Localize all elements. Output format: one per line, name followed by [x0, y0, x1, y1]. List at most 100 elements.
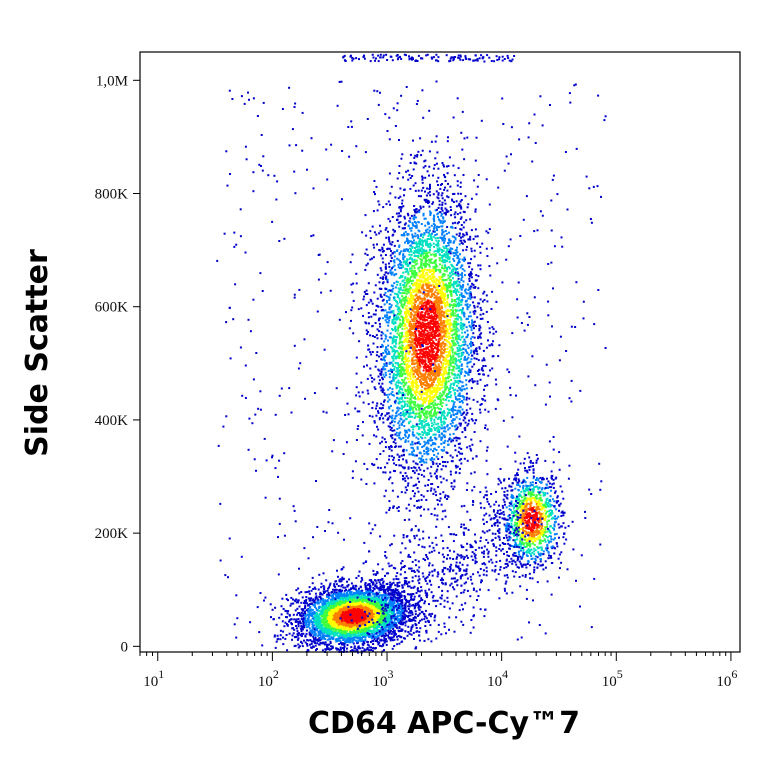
- scatter-point: [371, 640, 374, 643]
- scatter-point: [383, 621, 385, 624]
- scatter-point: [352, 611, 355, 614]
- scatter-point: [464, 343, 467, 346]
- scatter-point: [414, 613, 417, 616]
- scatter-point: [335, 647, 338, 650]
- scatter-point: [458, 442, 461, 445]
- scatter-point: [319, 599, 322, 602]
- scatter-point: [332, 618, 335, 621]
- scatter-point: [343, 637, 346, 640]
- scatter-point: [457, 443, 460, 445]
- scatter-point: [368, 649, 371, 652]
- scatter-point: [349, 592, 352, 595]
- scatter-point: [393, 591, 396, 594]
- scatter-point: [405, 599, 408, 602]
- scatter-point: [382, 611, 385, 614]
- scatter-point: [333, 590, 336, 593]
- scatter-point: [319, 613, 322, 616]
- scatter-point: [314, 632, 317, 635]
- scatter-point: [327, 634, 330, 636]
- scatter-point: [421, 433, 424, 436]
- scatter-point: [304, 614, 307, 617]
- scatter-point: [374, 624, 376, 627]
- scatter-point: [372, 631, 375, 634]
- scatter-point: [473, 431, 476, 433]
- scatter-point: [269, 603, 272, 606]
- scatter-point: [341, 642, 344, 645]
- scatter-point: [312, 637, 315, 640]
- scatter-point: [306, 639, 309, 641]
- scatter-point: [346, 626, 348, 629]
- scatter-point: [352, 633, 355, 636]
- scatter-point: [412, 309, 415, 312]
- scatter-point: [350, 591, 353, 594]
- scatter-point: [415, 314, 418, 317]
- scatter-point: [360, 577, 363, 579]
- scatter-point: [311, 603, 314, 606]
- scatter-point: [337, 623, 340, 626]
- scatter-point: [349, 622, 352, 624]
- scatter-point: [330, 626, 332, 629]
- scatter-point: [311, 613, 314, 616]
- scatter-point: [414, 263, 417, 266]
- scatter-point: [423, 613, 425, 616]
- scatter-point: [372, 615, 375, 618]
- scatter-point: [300, 614, 303, 617]
- scatter-point: [407, 625, 410, 628]
- scatter-point: [465, 336, 468, 339]
- scatter-point: [314, 596, 317, 599]
- scatter-point: [401, 598, 404, 601]
- scatter-point: [349, 623, 351, 626]
- scatter-point: [427, 347, 429, 350]
- scatter-point: [375, 611, 378, 614]
- scatter-point: [300, 601, 303, 604]
- scatter-point: [339, 596, 342, 599]
- scatter-point: [471, 443, 474, 446]
- scatter-point: [323, 612, 326, 615]
- scatter-point: [394, 622, 397, 624]
- scatter-point: [326, 593, 329, 596]
- scatter-point: [464, 429, 467, 432]
- scatter-point: [337, 612, 340, 614]
- scatter-point: [345, 636, 348, 639]
- scatter-point: [361, 621, 364, 624]
- scatter-point: [387, 592, 390, 595]
- scatter-point: [399, 381, 402, 384]
- scatter-point: [396, 602, 399, 605]
- scatter-point: [345, 647, 348, 650]
- scatter-point: [298, 605, 301, 608]
- scatter-point: [359, 611, 362, 614]
- scatter-point: [344, 627, 347, 630]
- scatter-point: [351, 649, 354, 651]
- scatter-point: [416, 262, 419, 265]
- scatter-point: [361, 612, 364, 615]
- scatter-point: [380, 599, 383, 602]
- scatter-point: [429, 624, 432, 627]
- scatter-point: [344, 622, 347, 624]
- scatter-point: [401, 601, 404, 604]
- scatter-point: [488, 203, 491, 206]
- scatter-point: [412, 593, 415, 595]
- scatter-point: [344, 601, 347, 604]
- scatter-point: [324, 643, 326, 646]
- scatter-point: [339, 621, 342, 624]
- scatter-point: [323, 631, 326, 634]
- scatter-point: [379, 585, 382, 588]
- scatter-point: [314, 634, 317, 637]
- scatter-point: [322, 619, 325, 621]
- scatter-point: [290, 623, 293, 625]
- scatter-point: [431, 408, 434, 411]
- scatter-point: [330, 600, 333, 603]
- scatter-point: [421, 335, 424, 338]
- scatter-point: [393, 596, 396, 599]
- scatter-point: [330, 614, 333, 617]
- scatter-point: [372, 650, 374, 653]
- scatter-point: [469, 262, 472, 265]
- scatter-point: [331, 608, 334, 611]
- scatter-point: [343, 636, 346, 638]
- scatter-point: [429, 489, 432, 492]
- scatter-point: [418, 211, 421, 214]
- scatter-point: [346, 585, 349, 588]
- scatter-point: [357, 616, 360, 619]
- scatter-point: [463, 234, 466, 237]
- scatter-point: [466, 206, 469, 209]
